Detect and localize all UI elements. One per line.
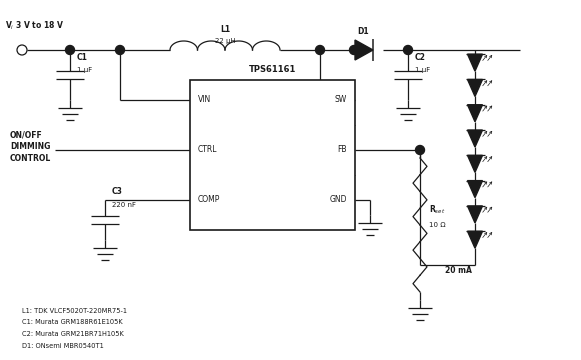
- Text: ON/OFF: ON/OFF: [10, 130, 43, 139]
- Text: 1 μF: 1 μF: [415, 67, 431, 73]
- Text: C1: Murata GRM188R61E105K: C1: Murata GRM188R61E105K: [22, 320, 123, 325]
- Circle shape: [315, 45, 325, 54]
- Text: C3: C3: [112, 187, 123, 196]
- Text: C2: Murata GRM21BR71H105K: C2: Murata GRM21BR71H105K: [22, 331, 124, 337]
- Polygon shape: [468, 80, 482, 96]
- Text: GND: GND: [329, 195, 347, 204]
- Circle shape: [415, 145, 425, 154]
- Circle shape: [116, 45, 124, 54]
- Polygon shape: [468, 54, 482, 71]
- Circle shape: [403, 45, 413, 54]
- Text: 220 nF: 220 nF: [112, 202, 136, 208]
- Text: C2: C2: [415, 53, 426, 62]
- Text: TPS61161: TPS61161: [249, 65, 296, 74]
- Text: 1 μF: 1 μF: [77, 67, 92, 73]
- Polygon shape: [468, 130, 482, 147]
- Polygon shape: [468, 105, 482, 122]
- Text: V$_i$ 3 V to 18 V: V$_i$ 3 V to 18 V: [5, 19, 64, 32]
- FancyBboxPatch shape: [190, 80, 355, 230]
- Circle shape: [66, 45, 74, 54]
- Text: COMP: COMP: [198, 195, 220, 204]
- Text: 20 mA: 20 mA: [445, 266, 472, 275]
- Text: CTRL: CTRL: [198, 145, 217, 154]
- Text: C1: C1: [77, 53, 88, 62]
- Text: 10 Ω: 10 Ω: [429, 222, 446, 228]
- Text: DIMMING: DIMMING: [10, 142, 51, 151]
- Text: D1: ONsemi MBR0540T1: D1: ONsemi MBR0540T1: [22, 342, 104, 348]
- Polygon shape: [468, 155, 482, 172]
- Polygon shape: [468, 231, 482, 248]
- Text: VIN: VIN: [198, 95, 211, 104]
- Text: L1: L1: [220, 25, 230, 34]
- Text: SW: SW: [335, 95, 347, 104]
- Text: FB: FB: [338, 145, 347, 154]
- Text: L1: TDK VLCF5020T-220MR75-1: L1: TDK VLCF5020T-220MR75-1: [22, 308, 127, 314]
- Text: D1: D1: [357, 27, 368, 36]
- Polygon shape: [468, 181, 482, 198]
- Text: CONTROL: CONTROL: [10, 154, 51, 163]
- Polygon shape: [468, 206, 482, 223]
- Circle shape: [350, 45, 358, 54]
- Text: 22 μH: 22 μH: [214, 38, 235, 44]
- Text: R$_{set}$: R$_{set}$: [429, 204, 445, 216]
- Polygon shape: [355, 40, 373, 60]
